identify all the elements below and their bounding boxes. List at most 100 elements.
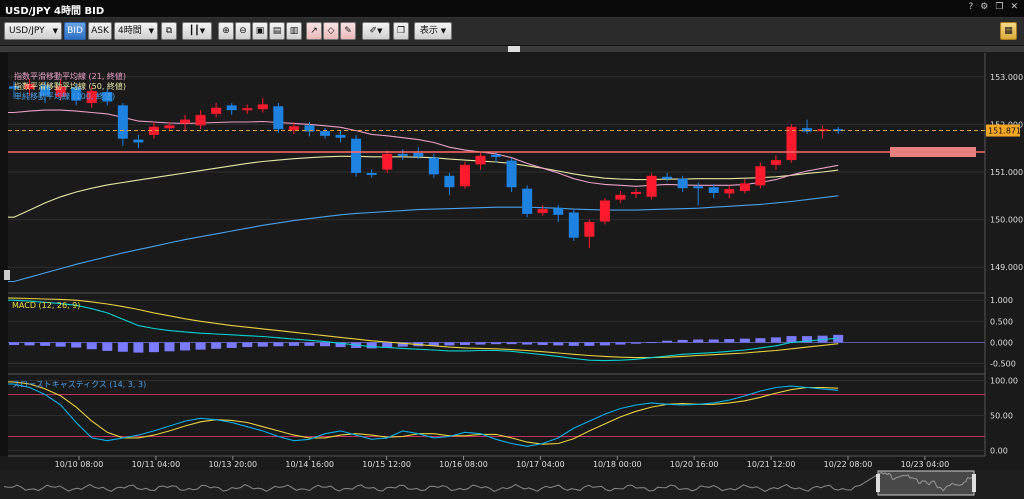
ask-button[interactable]: ASK [88,22,112,40]
candle-body [491,154,502,157]
split-window-icon: ▣ [255,26,265,36]
chevron-down-icon: ▼ [148,27,154,35]
navigator-window[interactable] [877,470,975,496]
legend-entry: 指数平滑移動平均線 (21, 終値) [14,71,126,81]
macd-hist-bar [786,336,797,343]
candle-body [257,104,268,110]
candle-body [522,188,533,214]
copy-button[interactable]: ❐ [393,22,409,40]
pen-select[interactable]: ✐▼ [362,22,390,40]
macd-hist-bar [739,338,750,343]
timeframe-value: 4時間 [118,26,142,36]
macd-hist-bar [273,342,284,347]
macd-hist-bar [288,342,299,346]
timeframe-select[interactable]: 4時間 ▼ [114,22,158,40]
copy-icon: ❐ [396,26,406,36]
macd-hist-bar [304,342,315,346]
candlestick-series [9,79,844,249]
candle-body [9,86,19,89]
text-draw-icon: ✎ [344,26,352,36]
candle-body [71,87,82,101]
zoom-in-icon: ⊕ [222,26,230,36]
settings-icon[interactable]: ⚙ [980,2,989,12]
collapse-handle-icon[interactable] [508,46,520,52]
time-tick-label: 10/10 08:00 [55,460,104,469]
table-button[interactable]: ▤ [269,22,285,40]
macd-hist-bar [522,342,533,345]
draw-trend-button[interactable]: ↗ [306,22,322,40]
navigator[interactable] [0,470,1024,499]
help-icon[interactable]: ? [968,2,974,12]
candle-body [444,175,455,188]
pen-icon: ✐ [369,26,378,36]
scroll-left-handle[interactable] [4,270,10,280]
display-menu[interactable]: 表示 ▼ [414,22,452,40]
candle-body [677,178,688,189]
calculator-icon: ▦ [1004,26,1013,36]
draw-shape-button[interactable]: ◇ [323,22,339,40]
horizontal-line-tag [890,147,976,158]
window-titlebar: USD/JPY 4時間 BID ? ⚙ ❐ ✕ [0,0,1024,18]
window-split-button[interactable]: ▣ [252,22,268,40]
panel-collapse-bar[interactable] [0,46,1024,52]
candle-body [242,108,253,111]
macd-hist-bar [195,342,206,350]
navigator-handle-right[interactable] [972,474,976,492]
panel-button[interactable]: ▥ [286,22,302,40]
macd-hist-bar [568,342,579,346]
macd-hist-bar [428,342,439,346]
macd-hist-bar [86,342,97,350]
zoom-in-button[interactable]: ⊕ [218,22,234,40]
candle-body [102,92,113,102]
time-tick-label: 10/20 16:00 [670,460,719,469]
candle-body [226,105,237,111]
zoom-out-button[interactable]: ⊖ [235,22,251,40]
macd-hist-bar [708,339,719,343]
symbol-select[interactable]: USD/JPY ▼ [4,22,62,40]
sma100-line [8,195,839,283]
restore-icon[interactable]: ❐ [995,2,1004,12]
candle-body [304,125,315,132]
candle-body [288,126,299,131]
macd-hist-bar [55,342,66,347]
draw-text-button[interactable]: ✎ [340,22,356,40]
macd-hist-bar [397,342,408,347]
candle-body [133,139,144,143]
link-icon[interactable]: ⧉ [161,22,177,40]
macd-hist-bar [599,342,610,346]
calculator-button[interactable]: ▦ [1000,22,1017,40]
candle-body [755,166,766,186]
macd-hist-bar [475,342,486,345]
time-tick-label: 10/23 04:00 [901,460,950,469]
candle-body [646,175,657,197]
close-icon[interactable]: ✕ [1010,2,1018,12]
macd-hist-bar [164,342,175,352]
candle-body [195,114,206,126]
current-price-label: 151.871 [988,127,1021,136]
candle-body [770,160,781,165]
candle-body [708,187,719,193]
candle-body [40,85,51,96]
candle-body [335,134,346,138]
price-tick-label: 151.000 [990,168,1023,177]
table-icon: ▤ [272,26,282,36]
macd-tick-label: 0.000 [990,338,1013,347]
candle-body [180,119,191,124]
left-gutter [0,53,8,456]
macd-hist-bar [662,340,673,343]
symbol-value: USD/JPY [9,26,45,36]
macd-hist-bar [211,342,222,349]
candle-body [615,194,626,200]
indicator-legend: 指数平滑移動平均線 (21, 終値)指数平滑移動平均線 (50, 終値)単純移動… [14,71,126,101]
macd-hist-bar [226,342,237,348]
candle-body [148,126,159,135]
candle-body [631,191,641,194]
navigator-handle-left[interactable] [876,474,880,492]
navigator-series [3,472,973,492]
chart-type-select[interactable]: ┃┃▼ [182,22,212,40]
macd-histogram [9,334,844,353]
bid-button[interactable]: BID [64,22,86,40]
macd-hist-bar [9,342,19,345]
candle-body [802,128,813,132]
